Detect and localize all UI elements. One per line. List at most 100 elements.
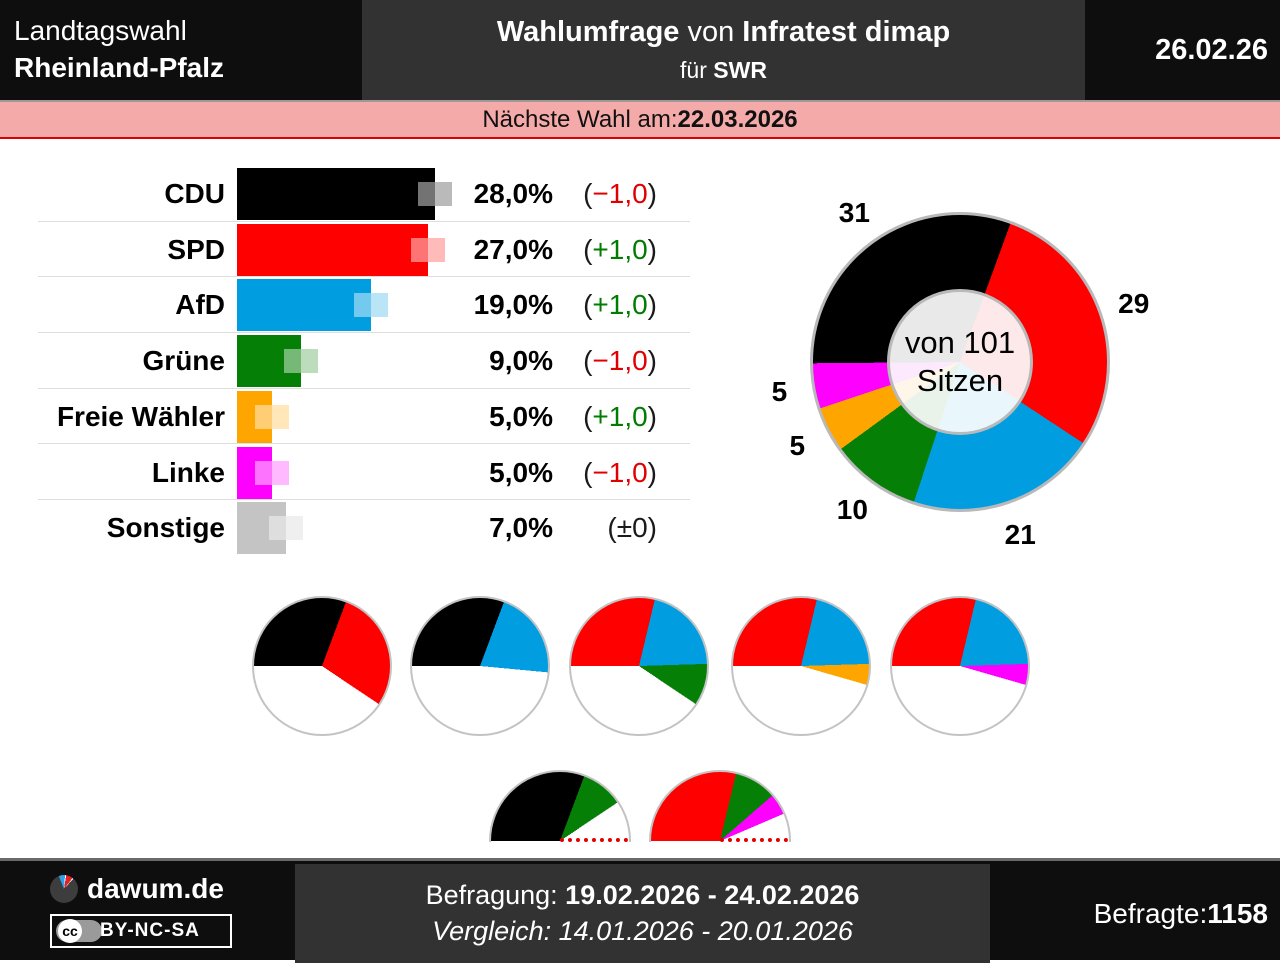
cc-license-badge: cc BY-NC-SA bbox=[50, 914, 232, 948]
seat-count-freie-w-hler: 5 bbox=[789, 429, 806, 461]
paren-open: ( bbox=[583, 400, 593, 432]
poll-bar bbox=[237, 279, 372, 332]
half-pie-disc bbox=[649, 770, 791, 842]
paren-close: ) bbox=[647, 456, 657, 488]
survey-period-line: Befragung: 19.02.2026 - 24.02.2026 bbox=[425, 880, 860, 910]
change-value: −1,0 bbox=[592, 178, 648, 209]
row-separator bbox=[38, 220, 690, 222]
seat-count-gr-ne: 10 bbox=[836, 493, 868, 525]
poll-value: 9,0% bbox=[489, 345, 553, 377]
party-label: Grüne bbox=[142, 345, 225, 377]
paren-open: ( bbox=[583, 456, 593, 488]
poll-row-spd: SPD 27,0% (+1,0) bbox=[30, 222, 690, 278]
change-value: +1,0 bbox=[592, 289, 648, 321]
previous-value-marker-off-bar bbox=[272, 460, 290, 485]
seat-donut-center: von 101 Sitzen bbox=[887, 289, 1033, 435]
poll-bar bbox=[237, 390, 273, 443]
cc-icon: cc bbox=[58, 919, 82, 943]
paren-close: ) bbox=[647, 178, 657, 209]
seat-total-line2: Sitzen bbox=[916, 363, 1004, 398]
paren-close: ) bbox=[647, 345, 657, 377]
respondents-count: 1158 bbox=[1207, 897, 1268, 929]
poll-value: 5,0% bbox=[489, 400, 553, 432]
branding: dawum.de cc BY-NC-SA bbox=[50, 873, 295, 948]
survey-title-line1: Wahlumfrage von Infratest dimap bbox=[496, 16, 951, 48]
election-title: Landtagswahl Rheinland-Pfalz bbox=[14, 12, 224, 86]
row-separator bbox=[38, 387, 690, 389]
poll-value: 5,0% bbox=[489, 456, 553, 488]
change-value: −1,0 bbox=[592, 456, 648, 488]
poll-row-cdu: CDU 28,0% (−1,0) bbox=[30, 166, 690, 222]
footer-bar: dawum.de cc BY-NC-SA Befragung: 19.02.20… bbox=[0, 858, 1280, 963]
party-label: Freie Wähler bbox=[56, 400, 225, 432]
previous-value-marker-on-bar bbox=[283, 349, 301, 374]
majority-threshold-dotted-line bbox=[720, 838, 788, 842]
change-value: ±0 bbox=[616, 512, 648, 544]
party-label: SPD bbox=[167, 233, 225, 265]
minority-half-pie-cdu-grne bbox=[489, 770, 631, 842]
survey-title: Wahlumfrage von Infratest dimap für SWR bbox=[362, 0, 1085, 100]
seat-count-cdu: 31 bbox=[838, 196, 870, 228]
paren-close: ) bbox=[647, 400, 657, 432]
poll-change: (±0) bbox=[557, 500, 657, 556]
poll-change: (+1,0) bbox=[557, 389, 657, 445]
publication-date: 26.02.26 bbox=[1155, 33, 1268, 66]
poll-change: (+1,0) bbox=[557, 277, 657, 333]
party-label: Linke bbox=[151, 456, 225, 488]
poll-change: (+1,0) bbox=[557, 222, 657, 278]
respondents: Befragte: 1158 bbox=[1093, 897, 1268, 929]
paren-close: ) bbox=[647, 512, 657, 544]
poll-bar bbox=[237, 223, 428, 276]
next-election-date: 22.03.2026 bbox=[677, 105, 798, 133]
previous-value-marker-off-bar bbox=[371, 293, 389, 318]
next-election-label: Nächste Wahl am: bbox=[482, 105, 678, 133]
poll-row-gr-ne: Grüne 9,0% (−1,0) bbox=[30, 333, 690, 389]
party-label: CDU bbox=[164, 178, 225, 209]
next-election-banner: Nächste Wahl am: 22.03.2026 bbox=[0, 100, 1280, 139]
change-value: −1,0 bbox=[592, 345, 648, 377]
poll-bar-chart: CDU 28,0% (−1,0) SPD 27,0% (+1,0) AfD 19,0% (+1,… bbox=[30, 166, 690, 556]
previous-value-marker-on-bar bbox=[410, 237, 428, 262]
poll-change: (−1,0) bbox=[557, 333, 657, 389]
previous-value-marker-off-bar bbox=[427, 237, 445, 262]
cc-license-label: BY-NC-SA bbox=[100, 920, 200, 941]
election-type: Landtagswahl bbox=[14, 15, 187, 46]
seat-count-afd: 21 bbox=[1004, 518, 1036, 550]
poll-value: 7,0% bbox=[489, 512, 553, 544]
paren-open: ( bbox=[583, 289, 593, 321]
coalition-pie-spd-afd-freiewhler bbox=[731, 596, 871, 736]
minority-half-pie-spd-grne-linke bbox=[649, 770, 791, 842]
row-separator bbox=[38, 276, 690, 278]
seat-count-spd: 29 bbox=[1118, 288, 1150, 320]
poll-row-afd: AfD 19,0% (+1,0) bbox=[30, 277, 690, 334]
previous-value-marker-off-bar bbox=[286, 516, 304, 541]
previous-value-marker-on-bar bbox=[255, 460, 273, 485]
coalition-pie-cdu-spd bbox=[252, 596, 392, 736]
coalition-pie-cdu-afd bbox=[410, 596, 550, 736]
majority-threshold-dotted-line bbox=[560, 838, 628, 842]
previous-value-marker-on-bar bbox=[269, 516, 287, 541]
poll-change: (−1,0) bbox=[557, 166, 657, 222]
paren-open: ( bbox=[583, 233, 593, 265]
poll-bar bbox=[237, 168, 435, 220]
previous-value-marker-off-bar bbox=[272, 404, 290, 429]
row-separator bbox=[38, 332, 690, 334]
previous-value-marker-off-bar bbox=[300, 349, 318, 374]
poll-value: 19,0% bbox=[473, 289, 553, 321]
party-label: AfD bbox=[175, 289, 225, 321]
seat-donut-chart: von 101 Sitzen bbox=[810, 212, 1110, 512]
change-value: +1,0 bbox=[592, 233, 648, 265]
paren-close: ) bbox=[647, 289, 657, 321]
footer-center-panel bbox=[295, 864, 990, 963]
poll-change: (−1,0) bbox=[557, 445, 657, 501]
previous-value-marker-on-bar bbox=[417, 182, 435, 206]
poll-bar bbox=[237, 502, 287, 555]
row-separator bbox=[38, 443, 690, 445]
row-separator bbox=[38, 499, 690, 501]
poll-value: 28,0% bbox=[473, 178, 553, 209]
change-value: +1,0 bbox=[592, 400, 648, 432]
paren-open: ( bbox=[583, 345, 593, 377]
coalition-pie-spd-afd-grne bbox=[569, 596, 709, 736]
party-label: Sonstige bbox=[106, 512, 225, 544]
paren-open: ( bbox=[607, 512, 617, 544]
